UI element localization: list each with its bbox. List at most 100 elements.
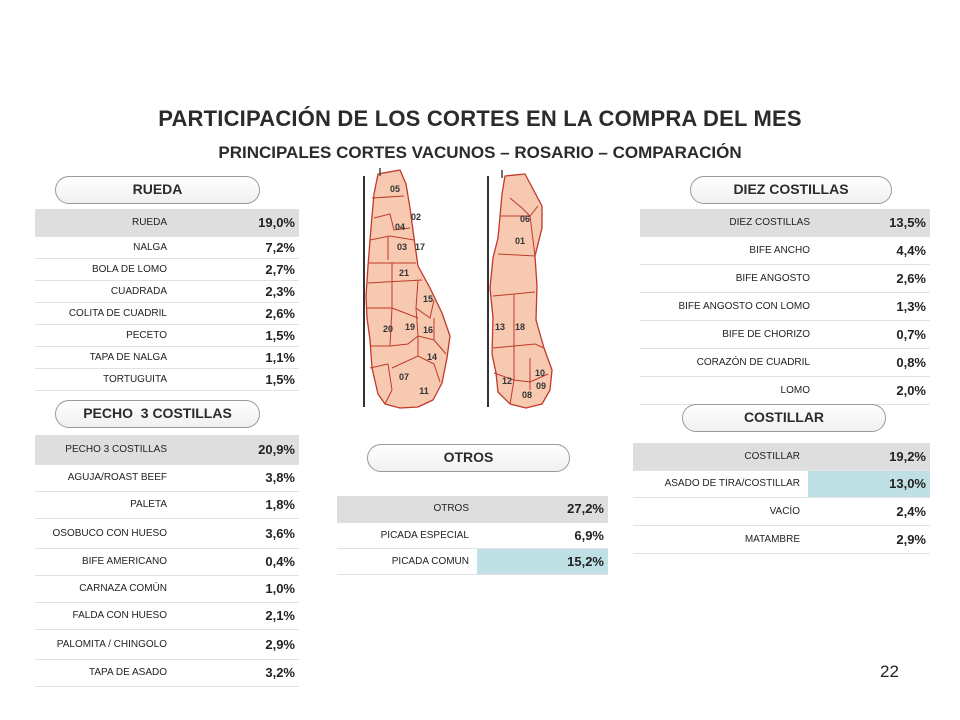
table-row: ASADO DE TIRA/COSTILLAR 13,0% — [633, 470, 930, 498]
table-row: COLITA DE CUADRIL 2,6% — [35, 302, 299, 325]
page-subtitle: PRINCIPALES CORTES VACUNOS – ROSARIO – C… — [218, 143, 742, 162]
cut-label: MATAMBRE — [633, 525, 808, 554]
carcass-label: 03 — [397, 242, 407, 252]
cut-value: 19,2% — [808, 443, 930, 471]
cut-label: PALETA — [35, 491, 175, 519]
carcass-label: 18 — [515, 322, 525, 332]
otros-section-title: OTROS — [367, 444, 570, 472]
pecho-table: PECHO 3 COSTILLAS 20,9% AGUJA/ROAST BEEF 3… — [35, 435, 299, 687]
table-row: BIFE ANCHO 4,4% — [640, 236, 930, 265]
cut-value: 0,7% — [818, 320, 930, 349]
cut-label: OSOBUCO CON HUESO — [35, 518, 175, 549]
carcass-label: 14 — [427, 352, 437, 362]
cut-label: COSTILLAR — [633, 443, 808, 471]
cut-value: 3,2% — [175, 659, 299, 687]
carcass-label: 04 — [395, 222, 405, 232]
cut-label: VACÍO — [633, 497, 808, 526]
cut-label: COLITA DE CUADRIL — [35, 302, 175, 325]
cut-value: 1,0% — [175, 575, 299, 603]
table-row: PALOMITA / CHINGOLO 2,9% — [35, 629, 299, 660]
cut-label: BIFE ANGOSTO CON LOMO — [640, 292, 818, 321]
carcass-label: 19 — [405, 322, 415, 332]
table-row: PICADA COMUN 15,2% — [337, 548, 608, 575]
table-row: TAPA DE NALGA 1,1% — [35, 346, 299, 369]
table-row: OSOBUCO CON HUESO 3,6% — [35, 518, 299, 549]
cut-value: 2,4% — [808, 497, 930, 526]
cut-label: ASADO DE TIRA/COSTILLAR — [633, 470, 808, 498]
cut-value: 2,6% — [818, 264, 930, 293]
carcass-label: 07 — [399, 372, 409, 382]
table-row: BOLA DE LOMO 2,7% — [35, 258, 299, 281]
page-number: 22 — [880, 662, 899, 681]
costillar-section-title: COSTILLAR — [682, 404, 886, 432]
cut-label: BIFE AMERICANO — [35, 548, 175, 576]
table-row: CUADRADA 2,3% — [35, 280, 299, 303]
carcass-label: 10 — [535, 368, 545, 378]
cut-value: 2,7% — [175, 258, 299, 281]
table-row: BIFE AMERICANO 0,4% — [35, 548, 299, 576]
cut-value: 3,6% — [175, 518, 299, 549]
carcass-label: 17 — [415, 242, 425, 252]
cut-value: 19,0% — [175, 209, 299, 237]
cut-label: LOMO — [640, 376, 818, 405]
table-row: LOMO 2,0% — [640, 376, 930, 405]
pecho-section-title: PECHO 3 COSTILLAS — [55, 400, 260, 428]
cut-value: 7,2% — [175, 236, 299, 259]
cut-value: 1,5% — [175, 324, 299, 347]
cut-label: BIFE DE CHORIZO — [640, 320, 818, 349]
carcass-label: 08 — [522, 390, 532, 400]
cut-value: 1,5% — [175, 368, 299, 391]
table-row: DIEZ COSTILLAS 13,5% — [640, 209, 930, 237]
diez-costillas-table: DIEZ COSTILLAS 13,5% BIFE ANCHO 4,4% BIFE … — [640, 209, 930, 405]
table-row: TORTUGUITA 1,5% — [35, 368, 299, 391]
cut-label: FALDA CON HUESO — [35, 602, 175, 630]
cut-value: 13,0% — [808, 470, 930, 498]
carcass-label: 02 — [411, 212, 421, 222]
cut-value: 2,3% — [175, 280, 299, 303]
table-row: CARNAZA COMÚN 1,0% — [35, 575, 299, 603]
carcass-label: 16 — [423, 325, 433, 335]
table-row: VACÍO 2,4% — [633, 497, 930, 526]
cut-label: OTROS — [337, 496, 477, 523]
table-row: FALDA CON HUESO 2,1% — [35, 602, 299, 630]
cut-value: 1,8% — [175, 491, 299, 519]
table-row: PICADA ESPECIAL 6,9% — [337, 522, 608, 549]
cut-value: 0,8% — [818, 348, 930, 377]
cut-label: TAPA DE NALGA — [35, 346, 175, 369]
table-row: OTROS 27,2% — [337, 496, 608, 523]
table-row: NALGA 7,2% — [35, 236, 299, 259]
cut-label: NALGA — [35, 236, 175, 259]
rueda-section-title: RUEDA — [55, 176, 260, 204]
diez-costillas-section-title: DIEZ COSTILLAS — [690, 176, 892, 204]
carcass-label: 15 — [423, 294, 433, 304]
cut-value: 2,9% — [175, 629, 299, 660]
cut-value: 3,8% — [175, 464, 299, 492]
cut-value: 1,1% — [175, 346, 299, 369]
carcass-right-outline — [489, 173, 553, 409]
carcass-label: 06 — [520, 214, 530, 224]
cut-value: 0,4% — [175, 548, 299, 576]
table-row: PECHO 3 COSTILLAS 20,9% — [35, 435, 299, 465]
cut-label: BIFE ANGOSTO — [640, 264, 818, 293]
cut-label: CARNAZA COMÚN — [35, 575, 175, 603]
cut-label: PICADA COMUN — [337, 548, 477, 575]
cut-label: DIEZ COSTILLAS — [640, 209, 818, 237]
cut-label: PECETO — [35, 324, 175, 347]
cut-label: TORTUGUITA — [35, 368, 175, 391]
cut-value: 6,9% — [477, 522, 608, 549]
cut-label: BOLA DE LOMO — [35, 258, 175, 281]
carcass-label: 21 — [399, 268, 409, 278]
cut-label: TAPA DE ASADO — [35, 659, 175, 687]
carcass-label: 20 — [383, 324, 393, 334]
table-row: BIFE DE CHORIZO 0,7% — [640, 320, 930, 349]
carcass-label: 12 — [502, 376, 512, 386]
cut-value: 2,0% — [818, 376, 930, 405]
carcass-label: 09 — [536, 381, 546, 391]
table-row: TAPA DE ASADO 3,2% — [35, 659, 299, 687]
table-row: RUEDA 19,0% — [35, 209, 299, 237]
table-row: CORAZÓN DE CUADRIL 0,8% — [640, 348, 930, 377]
cut-label: RUEDA — [35, 209, 175, 237]
cut-value: 15,2% — [477, 548, 608, 575]
cut-value: 2,6% — [175, 302, 299, 325]
cut-label: PECHO 3 COSTILLAS — [35, 435, 175, 465]
